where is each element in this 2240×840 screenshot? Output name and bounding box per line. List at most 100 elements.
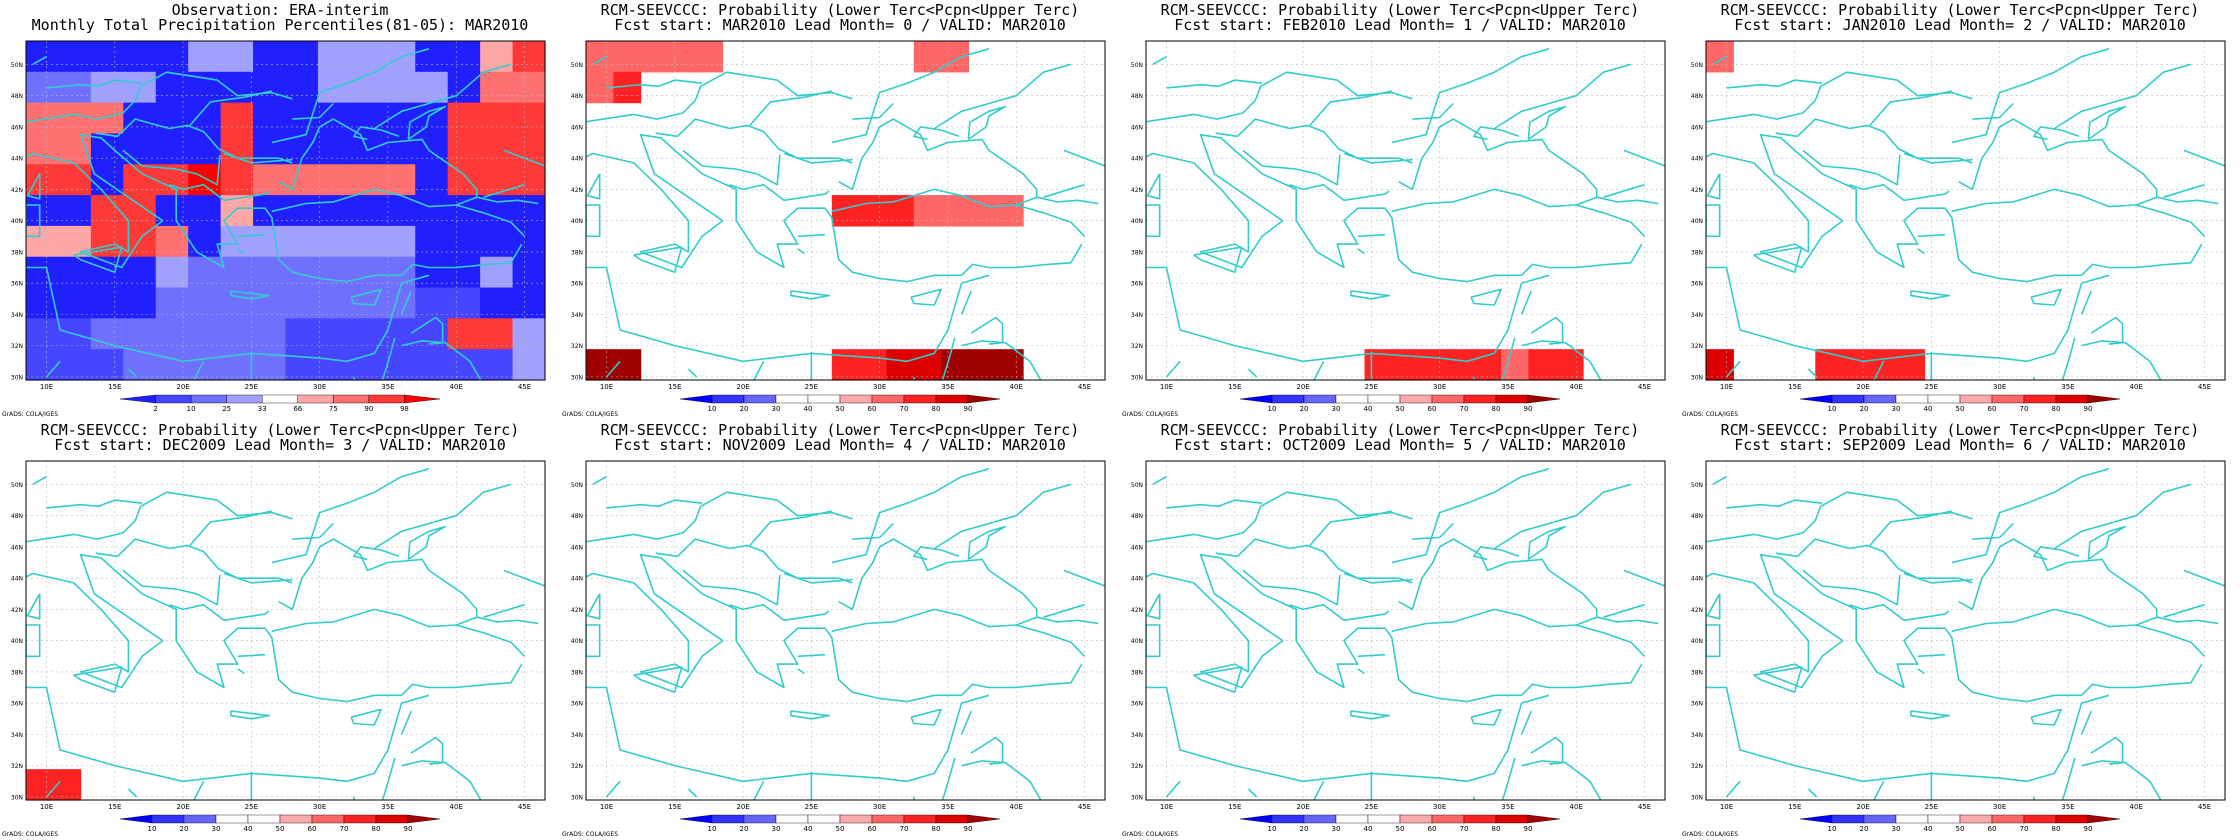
coastline [586,686,990,783]
data-cell [188,225,222,258]
colorbar-segment [2023,394,2057,404]
lon-tick-label: 15E [1228,383,1241,391]
data-cell [90,225,124,258]
coastline [1470,708,1502,726]
colorbar-label: 20 [180,825,189,833]
lat-tick-label: 46N [1691,544,1703,551]
lat-tick-label: 32N [11,343,23,350]
coastline [2053,63,2192,130]
coastline [1706,624,1721,658]
colorbar-label: 80 [2052,825,2061,833]
footer-credit: GrADS: COLA/IGES [1122,411,1179,418]
lon-tick-label: 30E [1993,383,2006,391]
lon-tick-label: 15E [1788,383,1801,391]
data-cell [188,41,222,73]
coastline-layer [1706,468,2225,800]
coastline [1910,710,1950,720]
coastline [753,360,765,380]
lat-tick-label: 48N [571,93,583,100]
coastline [95,118,293,164]
map-canvas: 10E 15E 20E 25E 30E 35E 40E 45E 30N 32N 34N 36N 38N 4… [1131,40,1666,413]
coastline [1146,491,1413,543]
map-frame [25,40,546,381]
data-cell [253,287,287,319]
coastline [271,468,430,564]
colorbar-segment [1959,394,1993,404]
lat-tick-label: 32N [571,763,583,770]
colorbar-label: 10 [708,405,717,413]
data-cell [188,349,222,381]
colorbar-segment [1271,394,1305,404]
data-cell [123,318,157,350]
lon-tick-label: 35E [381,803,394,811]
coastline [1015,624,1086,657]
lon-tick-label: 10E [600,803,613,811]
data-cell [90,349,124,381]
lon-tick-label: 25E [245,803,258,811]
lat-tick-label: 46N [1691,124,1703,131]
lon-tick-label: 10E [600,383,613,391]
coastline [1166,499,1263,509]
lat-tick-label: 40N [571,218,583,225]
lon-tick-label: 45E [1638,383,1651,391]
coastline [1146,593,1161,620]
lat-tick-label: 30N [1131,374,1143,381]
data-cell [859,195,888,227]
data-cell [447,318,481,350]
coastline [127,788,138,798]
data-cell [1446,349,1475,381]
data-cell [512,318,546,350]
coastline [1215,118,1413,164]
coastline [1873,360,1885,380]
colorbar-label: 70 [1460,405,1469,413]
lat-tick-label: 44N [1131,156,1143,163]
coastline [1146,553,1522,703]
data-cell [155,71,189,104]
coastline [26,173,41,200]
coastline [1726,79,1823,89]
data-cell [512,164,546,196]
coastline [2033,546,2080,561]
coastline [1242,149,1341,186]
colorbar-segment [1959,814,1993,824]
coastline [400,710,412,735]
map-frame [585,40,1106,381]
colorbar-label: 30 [772,405,781,413]
coastline [271,48,430,144]
coastline [2087,525,2127,561]
lon-tick-label: 20E [176,803,189,811]
lon-tick-label: 10E [1160,803,1173,811]
coastline [32,55,47,66]
data-cell [155,318,189,350]
colorbar-segment [839,814,873,824]
coastline [26,624,41,658]
coastline [687,368,698,378]
lat-tick-label: 34N [1691,312,1703,319]
lat-tick-label: 50N [11,62,23,69]
coastline [1043,603,1085,618]
coastline [476,196,539,205]
colorbar-label: 30 [772,825,781,833]
data-cell [886,349,915,381]
coastline [193,780,205,800]
lon-tick-label: 45E [2198,383,2211,391]
coastline [831,468,990,564]
lat-tick-label: 32N [11,763,23,770]
coastline [967,525,1007,561]
coastline [230,290,270,300]
coastline [223,152,293,164]
data-cell [220,102,254,135]
panel-title: RCM-SEEVCCC: Probability (Lower Terc<Pcp… [1160,1,1640,19]
colorbar-segment [775,814,809,824]
lon-tick-label: 15E [108,383,121,391]
data-cell [317,349,351,381]
coastline [586,173,601,200]
colorbar-segment [2087,394,2121,404]
coastline [2081,736,2124,767]
coastline [1712,55,1727,66]
coastline [933,483,1072,550]
colorbar-label: 25 [222,405,231,413]
data-cell [640,41,669,73]
colorbar-segment [151,814,185,824]
data-cell [285,225,319,258]
